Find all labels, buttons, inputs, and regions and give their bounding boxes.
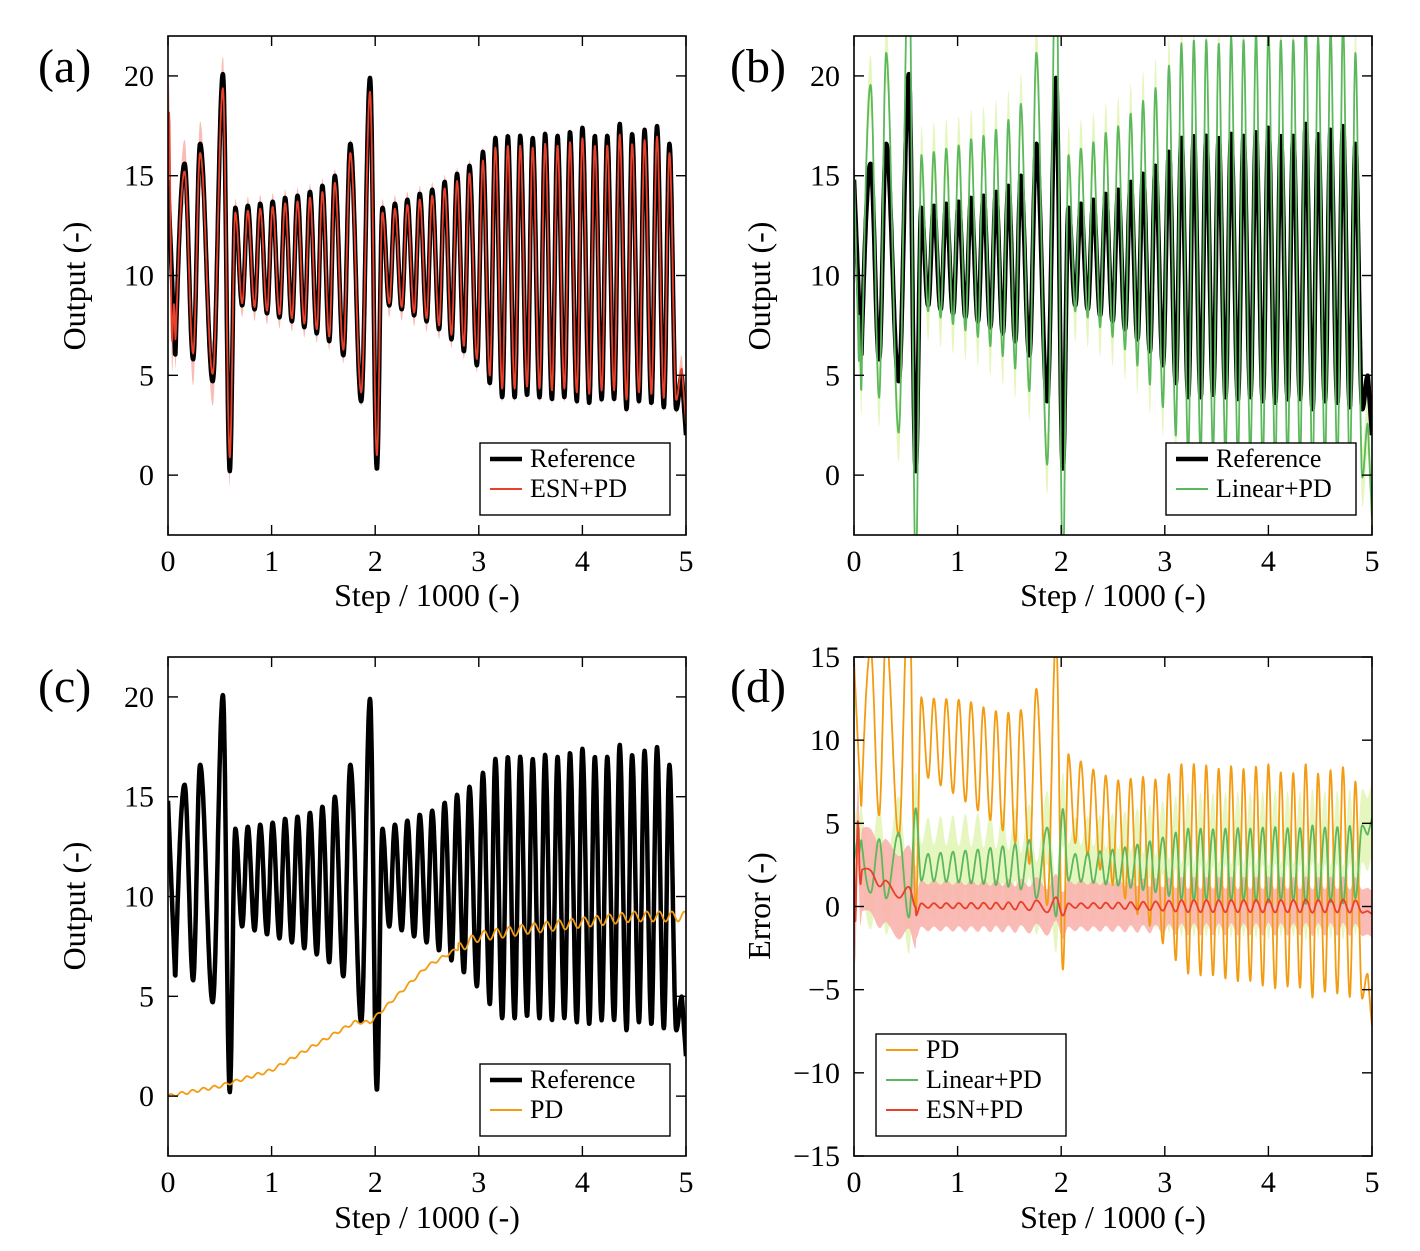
reference-line xyxy=(854,71,1372,474)
y-tick-label: 5 xyxy=(825,359,840,392)
esn-pd-error-line xyxy=(854,820,1372,923)
legend-entry: PD xyxy=(530,1095,563,1124)
legend-box xyxy=(1165,442,1357,516)
y-tick-label: 0 xyxy=(825,459,840,492)
ylabel-a: Output (-) xyxy=(56,222,92,351)
legend-box xyxy=(479,442,671,516)
y-tick-label: 0 xyxy=(139,459,154,492)
y-tick-label: 15 xyxy=(810,641,840,674)
y-tick-label: 15 xyxy=(810,160,840,193)
x-tick-label: 3 xyxy=(471,1166,486,1199)
legend-box xyxy=(479,1063,671,1137)
y-tick-label: 20 xyxy=(810,60,840,93)
linear-band xyxy=(854,36,1372,535)
ylabel-b: Output (-) xyxy=(741,222,777,351)
x-tick-label: 4 xyxy=(575,1166,590,1199)
x-tick-label: 3 xyxy=(1157,545,1172,578)
legend-entry: Linear+PD xyxy=(926,1065,1042,1094)
x-tick-label: 4 xyxy=(575,545,590,578)
legend-entry: ESN+PD xyxy=(926,1095,1023,1124)
esn-pd-line xyxy=(168,87,686,459)
xlabel-a: Step / 1000 (-) xyxy=(334,577,520,613)
y-tick-label: 10 xyxy=(124,260,154,293)
x-tick-label: 0 xyxy=(847,545,862,578)
legend-entry: Reference xyxy=(530,444,635,473)
x-tick-label: 2 xyxy=(1054,545,1069,578)
ylabel-d: Error (-) xyxy=(741,852,777,959)
panel-d: (d) Error (-) Step / 1000 (-) 0 1 2 3 4 5 −15 −… xyxy=(730,641,1380,1235)
y-tick-label: 0 xyxy=(139,1080,154,1113)
x-tick-label: 0 xyxy=(847,1166,862,1199)
legend-entry: Reference xyxy=(530,1065,635,1094)
ylabel-c: Output (-) xyxy=(56,842,92,971)
x-tick-label: 1 xyxy=(264,1166,279,1199)
x-tick-label: 3 xyxy=(471,545,486,578)
x-tick-label: 2 xyxy=(1054,1166,1069,1199)
y-tick-label: 5 xyxy=(139,359,154,392)
reference-line xyxy=(168,692,686,1095)
legend-entry: Linear+PD xyxy=(1216,474,1332,503)
plot-area xyxy=(168,692,686,1098)
y-tick-label: 0 xyxy=(825,891,840,924)
legend-entry: ESN+PD xyxy=(530,474,627,503)
y-tick-label: 20 xyxy=(124,681,154,714)
y-tick-label: 5 xyxy=(825,807,840,840)
panel-label-d: (d) xyxy=(730,660,786,713)
y-tick-label: −5 xyxy=(808,974,840,1007)
y-tick-label: 20 xyxy=(124,60,154,93)
plot-area xyxy=(854,36,1372,535)
esn-error-band xyxy=(854,779,1372,964)
reference-line xyxy=(168,71,686,474)
x-tick-label: 4 xyxy=(1261,545,1276,578)
x-tick-label: 5 xyxy=(679,545,694,578)
plot-frame xyxy=(167,35,687,536)
xlabel-d: Step / 1000 (-) xyxy=(1020,1199,1206,1235)
y-tick-label: −10 xyxy=(793,1057,840,1090)
plot-area xyxy=(854,657,1372,1026)
x-tick-label: 1 xyxy=(950,545,965,578)
plot-frame xyxy=(853,35,1373,536)
linear-pd-error-line xyxy=(854,807,1372,919)
x-tick-label: 4 xyxy=(1261,1166,1276,1199)
pd-line xyxy=(168,910,686,1098)
x-tick-label: 0 xyxy=(161,1166,176,1199)
y-tick-label: 15 xyxy=(124,160,154,193)
x-tick-label: 3 xyxy=(1157,1166,1172,1199)
y-tick-label: −15 xyxy=(793,1140,840,1173)
x-tick-label: 2 xyxy=(368,1166,383,1199)
x-tick-label: 1 xyxy=(950,1166,965,1199)
xlabel-c: Step / 1000 (-) xyxy=(334,1199,520,1235)
y-tick-label: 5 xyxy=(139,980,154,1013)
xlabel-b: Step / 1000 (-) xyxy=(1020,577,1206,613)
x-tick-label: 0 xyxy=(161,545,176,578)
panel-label-b: (b) xyxy=(730,40,786,93)
plot-area xyxy=(168,56,686,489)
panel-label-c: (c) xyxy=(38,660,91,713)
panel-a: (a) Output (-) Step / 1000 (-) 0 1 2 3 4 5 0 5 1… xyxy=(38,35,694,613)
legend-entry: Reference xyxy=(1216,444,1321,473)
legend-entry: PD xyxy=(926,1035,959,1064)
y-tick-label: 10 xyxy=(124,881,154,914)
x-tick-label: 1 xyxy=(264,545,279,578)
x-tick-label: 5 xyxy=(1365,1166,1380,1199)
y-tick-label: 10 xyxy=(810,260,840,293)
x-tick-label: 5 xyxy=(679,1166,694,1199)
plot-frame xyxy=(167,656,687,1157)
linear-pd-line xyxy=(854,36,1372,535)
panel-b: (b) Output (-) Step / 1000 (-) 0 1 2 3 4 5 0 5 1… xyxy=(730,35,1380,613)
y-tick-label: 10 xyxy=(810,724,840,757)
panel-c: (c) Output (-) Step / 1000 (-) 0 1 2 3 4 5 0 5 1… xyxy=(38,656,694,1235)
pd-error-line xyxy=(854,657,1372,1026)
panel-label-a: (a) xyxy=(38,40,91,93)
x-tick-label: 5 xyxy=(1365,545,1380,578)
y-tick-label: 15 xyxy=(124,781,154,814)
x-tick-label: 2 xyxy=(368,545,383,578)
